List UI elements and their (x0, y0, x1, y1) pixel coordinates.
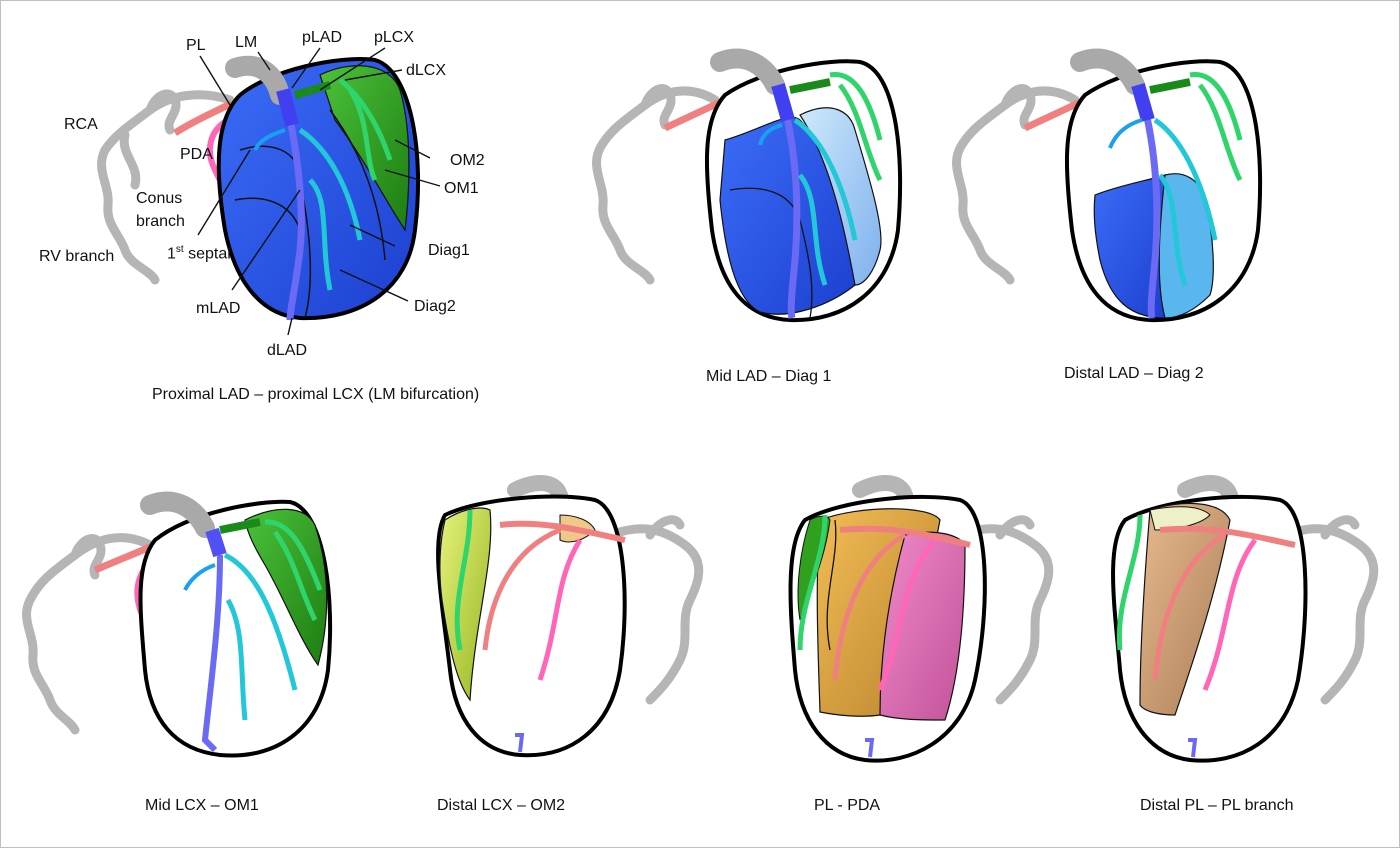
panel-distal-pl-branch (1111, 475, 1379, 763)
label-plcx: pLCX (374, 29, 415, 46)
caption-mid-lcx-om1: Mid LCX – OM1 (145, 797, 259, 814)
om2-territory (439, 507, 492, 702)
lm-trunk (225, 55, 290, 105)
label-om2: OM2 (450, 152, 485, 169)
label-plad: pLAD (302, 29, 343, 46)
label-pda: PDA (180, 146, 213, 163)
panel-pl-pda (788, 475, 1054, 763)
label-first-septal: 1st septal (167, 240, 231, 263)
caption-proximal-lad-lcx: Proximal LAD – proximal LCX (LM bifurcat… (152, 386, 480, 403)
label-conus-line2: branch (136, 213, 185, 230)
pl-artery (173, 99, 234, 136)
label-dlcx: dLCX (406, 62, 447, 79)
label-om1: OM1 (444, 180, 479, 197)
label-lm: LM (235, 34, 258, 51)
om-branches (338, 78, 393, 182)
caption-distal-lcx-om2: Distal LCX – OM2 (437, 797, 566, 814)
pl-branch-territory (1139, 502, 1231, 716)
panel-distal-lcx-om2 (436, 475, 704, 758)
label-rca: RCA (64, 116, 98, 133)
diag-branches (298, 127, 363, 291)
label-diag1: Diag1 (428, 242, 470, 259)
septal-branch (253, 128, 286, 151)
caption-distal-lad-diag2: Distal LAD – Diag 2 (1064, 365, 1204, 382)
caption-distal-pl-branch: Distal PL – PL branch (1140, 797, 1294, 814)
label-conus-line1: Conus (136, 190, 183, 207)
panel-mid-lad-diag1 (592, 48, 903, 323)
plad-segment (276, 88, 299, 127)
leader-lines (197, 47, 441, 336)
septal-superscript: st (175, 244, 184, 255)
label-rv-branch: RV branch (39, 248, 115, 265)
label-mlad: mLAD (196, 300, 241, 317)
septal-number: 1 (167, 245, 176, 263)
label-dlad: dLAD (267, 342, 308, 359)
diag1-territory (799, 107, 882, 286)
lad-artery (281, 94, 305, 321)
caption-pl-pda: PL - PDA (814, 797, 881, 814)
panel-mid-lcx-om1 (22, 491, 333, 758)
septal-text: septal (183, 245, 231, 263)
om1-territory (244, 508, 328, 667)
panel-distal-lad-diag2 (952, 48, 1263, 323)
label-diag2: Diag2 (414, 298, 456, 315)
lcx-territory (319, 65, 410, 232)
label-pl: PL (186, 37, 206, 54)
caption-mid-lad-diag1: Mid LAD – Diag 1 (706, 368, 832, 385)
rca-grey-vessels (97, 89, 235, 285)
panel-proximal-lad-lcx (97, 55, 421, 321)
